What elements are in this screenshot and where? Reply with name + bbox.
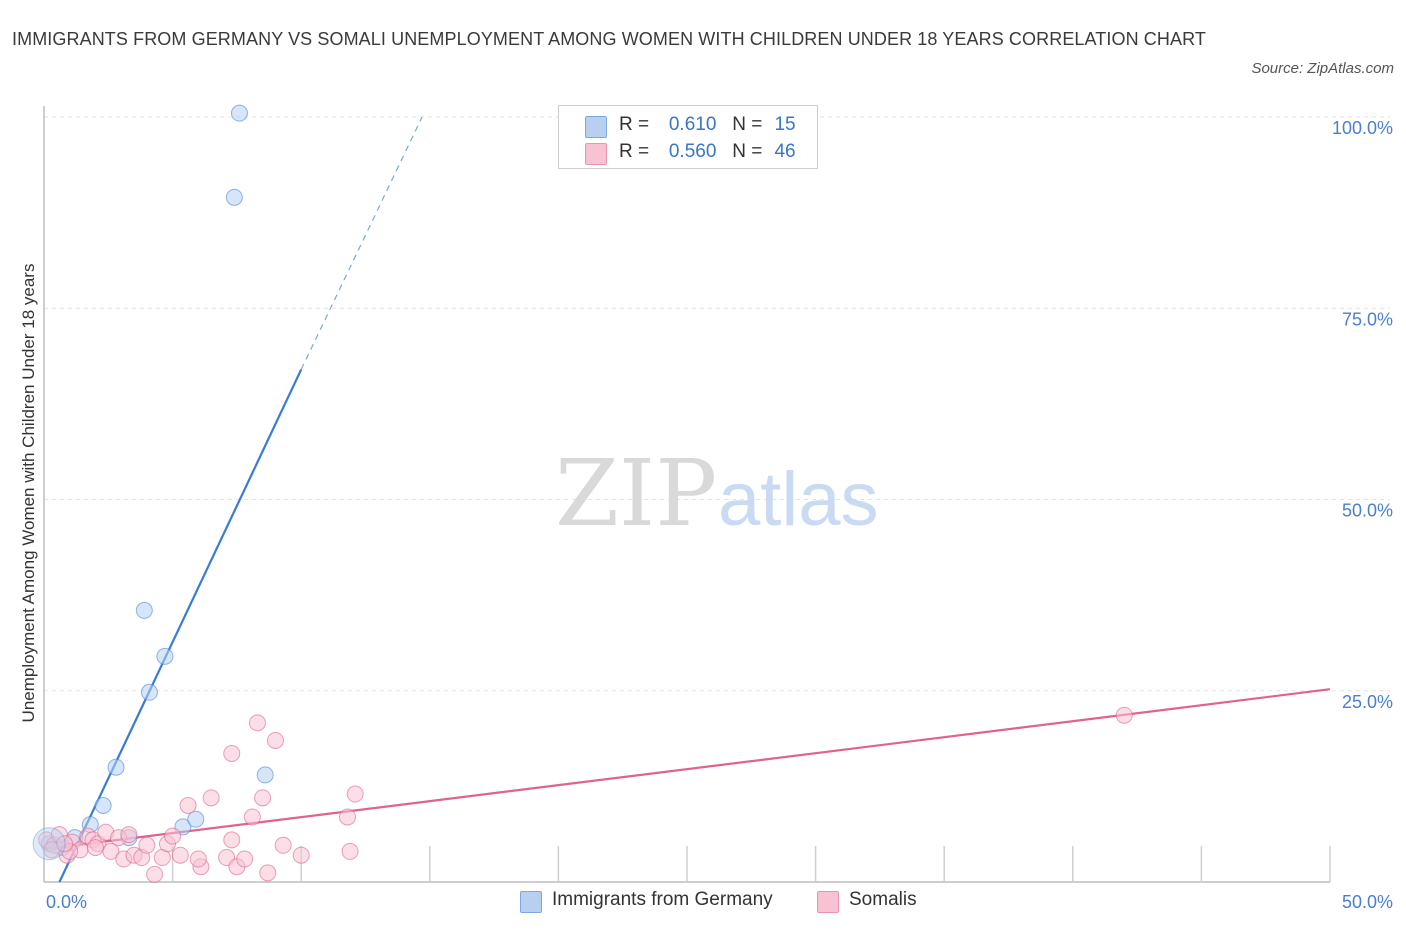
germany-point <box>225 188 243 206</box>
somali-point <box>338 808 356 826</box>
somali-point <box>179 797 197 814</box>
chart-title: IMMIGRANTS FROM GERMANY VS SOMALI UNEMPL… <box>12 29 1206 49</box>
x-tick-label: 0.0% <box>46 892 87 912</box>
somali-point <box>223 744 241 762</box>
germany-trendline <box>58 368 303 883</box>
germany-point <box>140 683 158 701</box>
somali-point <box>346 785 364 803</box>
data-points <box>32 104 1133 883</box>
bottom-legend-swatch-somalis <box>817 891 839 913</box>
somali-point <box>1115 706 1133 724</box>
y-tick-label: 25.0% <box>1342 692 1393 712</box>
germany-point <box>94 797 112 814</box>
somali-point <box>248 714 266 732</box>
somali-point <box>236 850 254 868</box>
germany-cluster-point <box>32 827 66 861</box>
y-axis-label: Unemployment Among Women with Children U… <box>19 264 38 723</box>
germany-point <box>187 810 205 828</box>
germany-point <box>256 766 274 784</box>
legend-n-germany: 15 <box>774 114 796 135</box>
x-tick-label: 50.0% <box>1342 892 1393 912</box>
somali-point <box>189 850 207 868</box>
watermark-zip: ZIP <box>555 440 717 547</box>
somali-point <box>274 836 292 854</box>
y-tick-label: 75.0% <box>1342 309 1393 329</box>
bottom-legend-swatch-germany <box>520 891 542 913</box>
germany-point <box>135 601 153 619</box>
legend-text-somalis: R = 0.560 N = 46 <box>619 141 796 162</box>
legend-swatch-somalis <box>585 143 607 165</box>
gridlines <box>44 116 1390 692</box>
bottom-legend-label-somalis: Somalis <box>849 889 917 910</box>
source-note: Source: ZipAtlas.com <box>1251 60 1394 77</box>
somali-point <box>202 789 220 807</box>
somali-point <box>292 846 310 864</box>
somali-point <box>266 731 284 749</box>
legend-swatch-germany <box>585 116 607 138</box>
legend-r-germany: 0.610 <box>668 114 717 135</box>
somali-trendline <box>43 688 1331 851</box>
x-tick-labels: 0.0% 50.0% <box>46 892 1393 912</box>
somali-point <box>164 827 182 845</box>
somali-point <box>259 864 277 882</box>
somali-point <box>243 808 261 826</box>
germany-trendline-extension <box>300 116 423 370</box>
somali-point <box>146 865 164 883</box>
legend-box: R = 0.610 N = 15 R = 0.560 N = 46 <box>558 105 818 169</box>
y-tick-label: 50.0% <box>1342 501 1393 521</box>
legend-text-germany: R = 0.610 N = 15 <box>619 114 796 135</box>
legend-r-somalis: 0.560 <box>668 141 717 162</box>
somali-point <box>120 826 138 844</box>
somali-point <box>86 839 104 857</box>
y-tick-label: 100.0% <box>1332 118 1393 138</box>
somali-point <box>223 831 241 849</box>
somali-point <box>56 835 74 853</box>
germany-point <box>230 104 248 122</box>
somali-point <box>138 836 156 854</box>
somali-point <box>254 789 272 807</box>
watermark: ZIP atlas <box>555 440 879 547</box>
watermark-atlas: atlas <box>718 457 879 542</box>
somali-point <box>341 842 359 860</box>
somali-point <box>171 846 189 864</box>
legend-n-somalis: 46 <box>774 141 796 162</box>
y-tick-labels: 25.0% 50.0% 75.0% 100.0% <box>1332 118 1393 712</box>
bottom-legend-label-germany: Immigrants from Germany <box>552 889 773 910</box>
germany-point <box>156 647 174 665</box>
germany-point <box>107 758 125 776</box>
